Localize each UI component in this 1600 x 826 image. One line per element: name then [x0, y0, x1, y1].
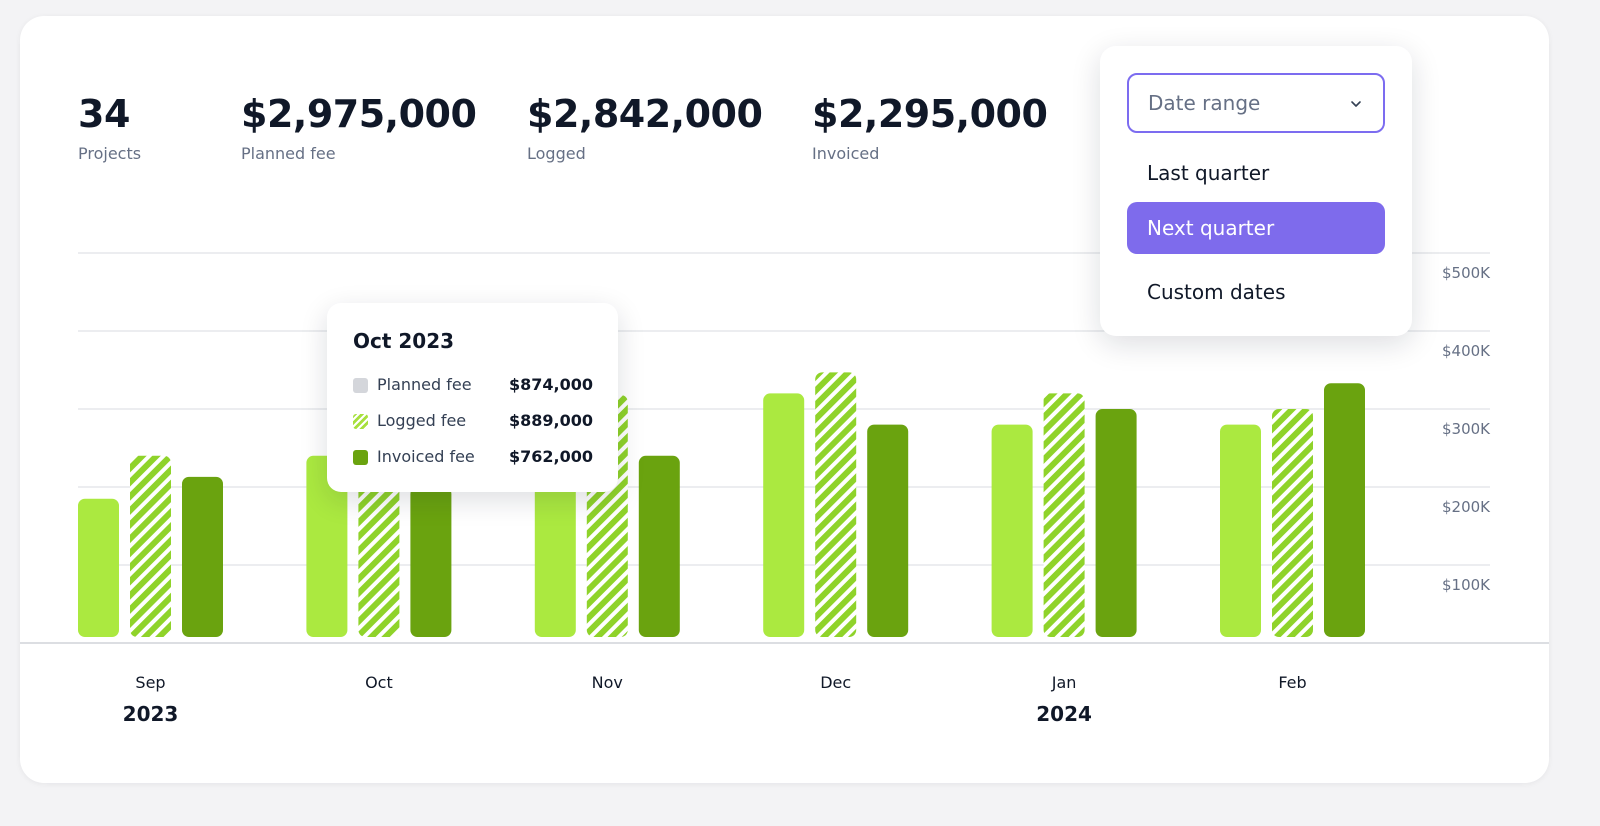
- y-tick-label: $300K: [1442, 420, 1491, 438]
- bar-planned-fee[interactable]: [306, 455, 348, 637]
- stat-logged: $2,842,000 Logged: [527, 90, 763, 163]
- logged-swatch-icon: [353, 414, 368, 429]
- option-last-quarter[interactable]: Last quarter: [1127, 147, 1385, 199]
- x-tick-label: Jan: [1051, 673, 1077, 692]
- bars: [78, 372, 1365, 637]
- option-label: Last quarter: [1147, 161, 1270, 185]
- x-tick-label: Nov: [592, 673, 623, 692]
- stat-value: $2,842,000: [527, 92, 763, 136]
- tooltip-row-value: $889,000: [508, 411, 593, 430]
- stat-value: $2,295,000: [812, 92, 1048, 136]
- x-tick-label: Sep: [135, 673, 165, 692]
- y-tick-label: $400K: [1442, 342, 1491, 360]
- stat-invoiced: $2,295,000 Invoiced: [812, 90, 1048, 163]
- date-range-placeholder: Date range: [1148, 91, 1261, 115]
- planned-swatch-icon: [353, 378, 368, 393]
- bar-planned-fee[interactable]: [763, 393, 805, 637]
- bar-planned-fee[interactable]: [78, 498, 119, 637]
- bar-invoiced-fee[interactable]: [1324, 383, 1365, 637]
- y-tick-label: $200K: [1442, 498, 1491, 516]
- bar-logged-fee[interactable]: [130, 455, 171, 637]
- bar-logged-fee[interactable]: [1272, 409, 1313, 637]
- tooltip-row-label: Logged fee: [377, 411, 467, 430]
- option-label: Custom dates: [1147, 280, 1286, 304]
- tooltip-title: Oct 2023: [353, 329, 455, 353]
- tooltip-row-invoiced: Invoiced fee $762,000: [353, 447, 593, 467]
- option-custom-dates[interactable]: Custom dates: [1127, 266, 1385, 318]
- x-tick-label: Feb: [1278, 673, 1306, 692]
- option-label: Next quarter: [1147, 216, 1275, 240]
- tooltip-row-planned: Planned fee $874,000: [353, 375, 593, 395]
- bar-logged-fee[interactable]: [815, 372, 857, 637]
- chart-tooltip: Oct 2023 Planned fee $874,000 Logged fee…: [327, 303, 618, 492]
- tooltip-row-value: $762,000: [508, 447, 593, 466]
- bar-invoiced-fee[interactable]: [638, 455, 680, 637]
- bar-invoiced-fee[interactable]: [867, 424, 909, 637]
- stat-planned-fee: $2,975,000 Planned fee: [241, 90, 477, 163]
- bar-logged-fee[interactable]: [1043, 393, 1085, 637]
- x-tick-label: Dec: [820, 673, 851, 692]
- bar-invoiced-fee[interactable]: [410, 487, 452, 637]
- x-tick-label: Oct: [365, 673, 393, 692]
- stat-label: Invoiced: [812, 144, 880, 163]
- year-label: 2023: [123, 702, 179, 726]
- bar-planned-fee[interactable]: [1220, 424, 1261, 637]
- bar-invoiced-fee[interactable]: [182, 476, 223, 637]
- y-tick-label: $500K: [1442, 264, 1491, 282]
- date-range-select[interactable]: Date range: [1127, 73, 1385, 133]
- invoiced-swatch-icon: [353, 450, 368, 465]
- bar-invoiced-fee[interactable]: [1095, 409, 1137, 637]
- tooltip-row-label: Invoiced fee: [377, 447, 475, 466]
- bar-logged-fee[interactable]: [358, 475, 400, 637]
- bar-planned-fee[interactable]: [534, 479, 576, 637]
- stat-value: 34: [78, 92, 130, 136]
- bar-planned-fee[interactable]: [991, 424, 1033, 637]
- date-range-dropdown: Date range Last quarter Next quarter Cus…: [1100, 46, 1412, 336]
- stat-label: Logged: [527, 144, 586, 163]
- stat-value: $2,975,000: [241, 92, 477, 136]
- axis-labels: $100K $200K $300K $400K $500K Sep 2023 Oct Nov De…: [123, 264, 1491, 726]
- tooltip-row-value: $874,000: [508, 375, 593, 394]
- tooltip-row-label: Planned fee: [377, 375, 472, 394]
- year-label: 2024: [1036, 702, 1092, 726]
- y-tick-label: $100K: [1442, 576, 1491, 594]
- stat-projects: 34 Projects: [78, 90, 141, 163]
- stat-label: Planned fee: [241, 144, 336, 163]
- stat-label: Projects: [78, 144, 142, 163]
- chevron-down-icon: [1351, 101, 1361, 107]
- option-next-quarter[interactable]: Next quarter: [1127, 202, 1385, 254]
- tooltip-row-logged: Logged fee $889,000: [353, 411, 593, 431]
